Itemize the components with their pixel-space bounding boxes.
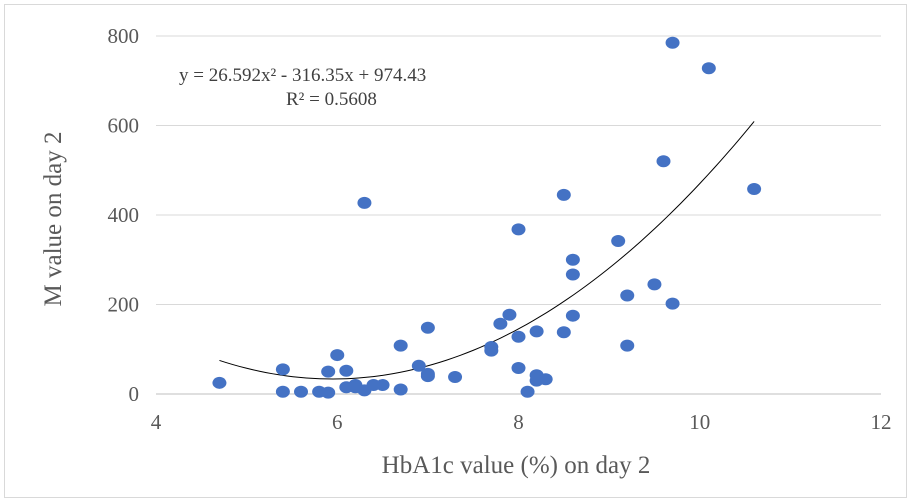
data-point <box>502 308 517 321</box>
y-tick-label: 200 <box>108 293 140 317</box>
trendline-group <box>219 121 755 380</box>
y-tick-label: 800 <box>108 24 140 48</box>
y-tick-label: 400 <box>108 203 140 227</box>
data-point <box>493 317 508 330</box>
data-point <box>565 309 580 322</box>
gridlines <box>156 35 881 395</box>
data-point <box>665 297 680 310</box>
data-point <box>538 373 553 386</box>
data-point <box>321 386 336 399</box>
x-tick-label: 8 <box>513 410 524 434</box>
data-point <box>212 376 227 389</box>
data-point <box>747 183 762 196</box>
y-tick-label: 0 <box>129 382 140 406</box>
data-point <box>701 62 716 75</box>
data-point <box>375 379 390 392</box>
data-point <box>511 223 526 236</box>
data-point <box>411 359 426 372</box>
y-tick-label: 600 <box>108 114 140 138</box>
x-tick-label: 12 <box>871 410 892 434</box>
data-point <box>357 196 372 209</box>
data-point <box>393 339 408 352</box>
data-point <box>275 385 290 398</box>
data-point <box>647 278 662 291</box>
data-point <box>556 326 571 339</box>
data-point <box>656 155 671 168</box>
data-point <box>565 253 580 266</box>
data-point <box>565 268 580 281</box>
data-point <box>420 321 435 334</box>
data-point <box>339 364 354 377</box>
data-point <box>484 344 499 357</box>
x-tick-label: 10 <box>689 410 710 434</box>
x-tick-label: 4 <box>151 410 162 434</box>
data-point <box>520 385 535 398</box>
tick-labels: 0 200 400 600 800 4 6 8 10 12 <box>108 24 892 434</box>
data-point <box>511 330 526 343</box>
data-point <box>321 365 336 378</box>
data-points <box>212 36 762 399</box>
data-point <box>275 363 290 376</box>
scatter-chart: 0 200 400 600 800 4 6 8 10 12 y = 26.592x² - 316.… <box>40 24 892 479</box>
trendline <box>219 121 755 380</box>
y-axis-title: M value on day 2 <box>40 132 67 307</box>
data-point <box>556 188 571 201</box>
data-point <box>665 36 680 49</box>
x-tick-label: 6 <box>332 410 343 434</box>
chart-frame: 0 200 400 600 800 4 6 8 10 12 y = 26.592x² - 316.… <box>4 4 907 498</box>
data-point <box>448 370 463 383</box>
x-axis-title: HbA1c value (%) on day 2 <box>382 452 651 479</box>
trendline-r-squared: R² = 0.5608 <box>286 89 377 110</box>
data-point <box>330 349 345 362</box>
data-point <box>511 362 526 375</box>
data-point <box>620 289 635 302</box>
data-point <box>611 234 626 247</box>
data-point <box>529 325 544 338</box>
data-point <box>620 339 635 352</box>
data-point <box>420 370 435 383</box>
data-point <box>294 385 308 398</box>
data-point <box>393 383 408 396</box>
trendline-equation: y = 26.592x² - 316.35x + 974.43 <box>179 65 426 86</box>
